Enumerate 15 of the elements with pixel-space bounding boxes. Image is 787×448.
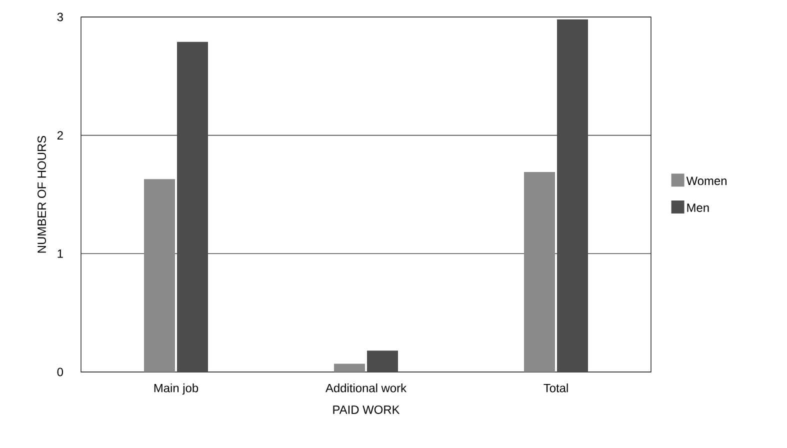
y-tick-label: 2 (57, 131, 63, 140)
x-tick-label: Additional work (325, 384, 407, 392)
x-tick-label: Total (544, 384, 568, 392)
y-tick-label: 3 (57, 12, 63, 22)
bar (334, 364, 366, 372)
x-axis-title: PAID WORK (333, 405, 400, 414)
x-tick-label: Main job (154, 384, 198, 395)
y-tick-label: 1 (58, 250, 63, 258)
legend-label: Women (686, 176, 726, 186)
bar (524, 172, 556, 372)
legend-label: Men (687, 204, 709, 212)
bar (367, 350, 398, 372)
y-axis-title: NUMBER OF HOURS (38, 136, 46, 253)
y-tick-label: 0 (57, 368, 64, 376)
bar (144, 179, 176, 372)
